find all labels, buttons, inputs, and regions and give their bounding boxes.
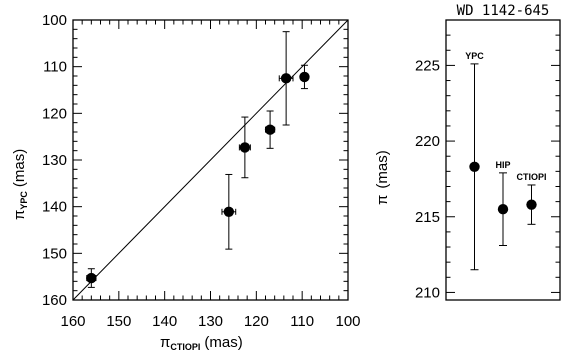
right-y-tick-label: 210 — [415, 284, 440, 301]
data-point: YPC — [465, 51, 484, 271]
left-y-tick-label: 140 — [42, 199, 67, 216]
left-y-tick-label: 110 — [43, 59, 67, 76]
right-y-unit: (mas) — [374, 150, 391, 188]
point-marker — [469, 161, 480, 173]
point-marker — [86, 272, 97, 284]
right-y-symbol: π — [374, 195, 391, 205]
left-y-tick-labels: 100 110 120 130 140 150 160 — [42, 12, 67, 309]
left-x-tick-label: 130 — [198, 313, 223, 330]
left-x-tick-label: 120 — [244, 313, 269, 330]
point-marker — [299, 71, 310, 83]
point-marker — [526, 199, 537, 210]
left-x-unit: (mas) — [204, 334, 242, 351]
left-ticks — [72, 19, 349, 301]
left-points — [86, 31, 310, 288]
data-point — [221, 173, 237, 250]
data-point — [278, 31, 294, 126]
right-y-tick-labels: 210 215 220 225 — [415, 57, 440, 301]
data-point — [299, 64, 310, 90]
left-y-unit: (mas) — [11, 149, 28, 187]
left-x-tick-label: 150 — [106, 313, 131, 330]
left-y-tick-label: 160 — [42, 292, 67, 309]
left-x-tick-label: 110 — [290, 313, 314, 330]
point-marker — [239, 142, 251, 153]
left-x-tick-labels: 160 150 140 130 120 110 100 — [60, 313, 360, 330]
data-label: CTIOPI — [516, 172, 546, 182]
left-y-tick-label: 120 — [42, 105, 67, 122]
left-y-tick-label: 130 — [42, 152, 67, 169]
right-title: WD 1142-645 — [457, 3, 550, 19]
left-x-axis-label: πCTIOPI (mas) — [160, 334, 243, 352]
point-marker — [223, 206, 235, 217]
right-y-tick-label: 220 — [415, 133, 440, 150]
data-point: CTIOPI — [516, 172, 547, 225]
right-panel: WD 1142-645 210 215 220 225 YPC HIP CTIOPI π (… — [374, 3, 561, 301]
data-label: HIP — [495, 160, 510, 170]
data-point: HIP — [495, 160, 511, 247]
identity-line — [72, 19, 349, 301]
data-point — [264, 110, 276, 149]
right-y-tick-label: 225 — [415, 57, 440, 74]
left-x-symbol: π — [160, 334, 170, 351]
left-panel: 100 110 120 130 140 150 160 160 150 140 130 120 110… — [11, 12, 361, 352]
point-marker — [280, 73, 292, 84]
left-y-subscript: YPC — [19, 191, 29, 210]
left-y-symbol: π — [11, 210, 28, 220]
left-y-tick-label: 100 — [42, 12, 67, 29]
left-x-tick-label: 140 — [152, 313, 177, 330]
data-label: YPC — [465, 51, 484, 61]
right-ticks — [446, 34, 560, 293]
right-points: YPC HIP CTIOPI — [465, 51, 547, 271]
left-y-tick-label: 150 — [42, 245, 67, 262]
right-plot-frame — [445, 19, 561, 301]
right-y-axis-label: π (mas) — [374, 150, 391, 205]
left-x-tick-label: 160 — [60, 313, 85, 330]
data-point — [86, 268, 97, 288]
point-marker — [264, 124, 276, 135]
left-x-tick-label: 100 — [335, 313, 360, 330]
left-x-subscript: CTIOPI — [170, 342, 200, 352]
data-point — [238, 116, 251, 179]
point-marker — [497, 203, 509, 215]
left-y-axis-label: πYPC (mas) — [11, 149, 29, 220]
right-y-tick-label: 215 — [415, 209, 440, 226]
